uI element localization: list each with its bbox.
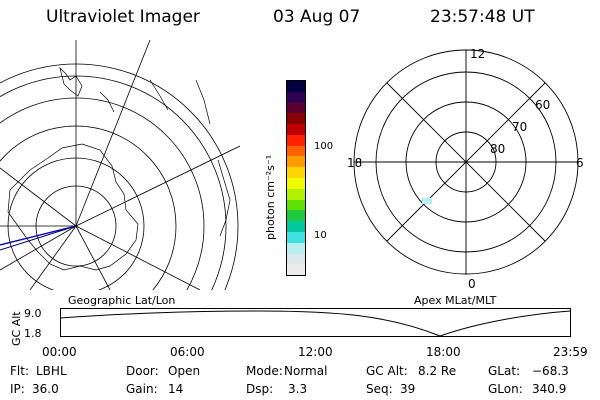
colorbar-segment	[287, 221, 305, 232]
polar-label-bottom: 0	[468, 277, 476, 291]
altitude-xtick-1800: 18:00	[426, 345, 461, 359]
colorbar-segment	[287, 102, 305, 114]
glat-label: GLat:	[488, 364, 521, 378]
door-value: Open	[168, 364, 201, 378]
glat-value: −68.3	[532, 364, 569, 378]
colorbar-segment	[287, 145, 305, 157]
altitude-xtick-0600: 06:00	[170, 345, 205, 359]
colorbar-tick-10: 10	[314, 230, 327, 241]
altitude-axis-label: GC Alt	[10, 311, 23, 346]
dsp-value: 3.3	[288, 382, 308, 396]
altitude-plot	[60, 308, 571, 337]
colorbar-segment	[287, 199, 305, 211]
seq-label: Seq:	[366, 382, 393, 396]
colorbar-segment	[287, 124, 305, 135]
polar-label-right: 6	[576, 156, 584, 170]
lat-label-70: 70	[512, 120, 528, 134]
altitude-xtick-2359: 23:59	[553, 345, 588, 359]
mode-label: Mode:	[246, 364, 283, 378]
gain-value: 14	[168, 382, 184, 396]
gcalt-value: 8.2 Re	[418, 364, 457, 378]
colorbar-segment	[287, 253, 305, 265]
colorbar-tick-100: 100	[314, 141, 334, 152]
colorbar-unit-label: photon cm⁻²s⁻¹	[264, 154, 277, 240]
gcalt-label: GC Alt:	[366, 364, 408, 378]
flt-label: Flt:	[10, 364, 29, 378]
flt-value: LBHL	[36, 364, 67, 378]
door-label: Door:	[126, 364, 159, 378]
colorbar-segment	[287, 167, 305, 179]
ip-value: 36.0	[32, 382, 59, 396]
lat-label-80: 80	[490, 142, 506, 156]
colorbar-segment	[287, 178, 305, 189]
ip-label: IP:	[10, 382, 25, 396]
app-title: Ultraviolet Imager	[46, 7, 200, 27]
altitude-xtick-0000: 00:00	[42, 345, 77, 359]
polar-label-top: 12	[470, 47, 486, 61]
colorbar	[286, 80, 306, 276]
altitude-ytick-min: 1.8	[24, 327, 42, 340]
colorbar-segment	[287, 113, 305, 125]
seq-value: 39	[400, 382, 416, 396]
apex-polar-plot	[353, 49, 579, 275]
colorbar-segment	[287, 134, 305, 146]
gain-label: Gain:	[126, 382, 158, 396]
dsp-label: Dsp:	[246, 382, 274, 396]
lat-label-60: 60	[535, 98, 551, 112]
altitude-ytick-max: 9.0	[24, 307, 42, 320]
geographic-map-label: Geographic Lat/Lon	[68, 294, 176, 307]
apex-map-label: Apex MLat/MLT	[414, 294, 497, 307]
colorbar-segment	[287, 264, 305, 276]
glon-value: 340.9	[532, 382, 567, 396]
colorbar-segment	[287, 81, 305, 92]
colorbar-segment	[287, 188, 305, 200]
colorbar-segment	[287, 91, 305, 103]
colorbar-segment	[287, 210, 305, 222]
geographic-map	[0, 40, 240, 290]
mode-value: Normal	[284, 364, 328, 378]
polar-label-left: 18	[347, 156, 363, 170]
date-label: 03 Aug 07	[273, 7, 361, 27]
colorbar-segment	[287, 242, 305, 254]
colorbar-segment	[287, 156, 305, 168]
colorbar-segment	[287, 231, 305, 243]
time-label: 23:57:48 UT	[430, 7, 535, 27]
altitude-xtick-1200: 12:00	[298, 345, 333, 359]
glon-label: GLon:	[488, 382, 523, 396]
